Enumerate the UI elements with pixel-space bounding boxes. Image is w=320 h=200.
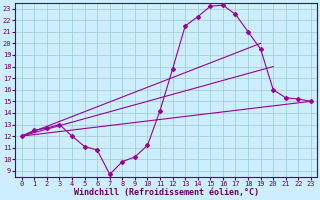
X-axis label: Windchill (Refroidissement éolien,°C): Windchill (Refroidissement éolien,°C) <box>74 188 259 197</box>
